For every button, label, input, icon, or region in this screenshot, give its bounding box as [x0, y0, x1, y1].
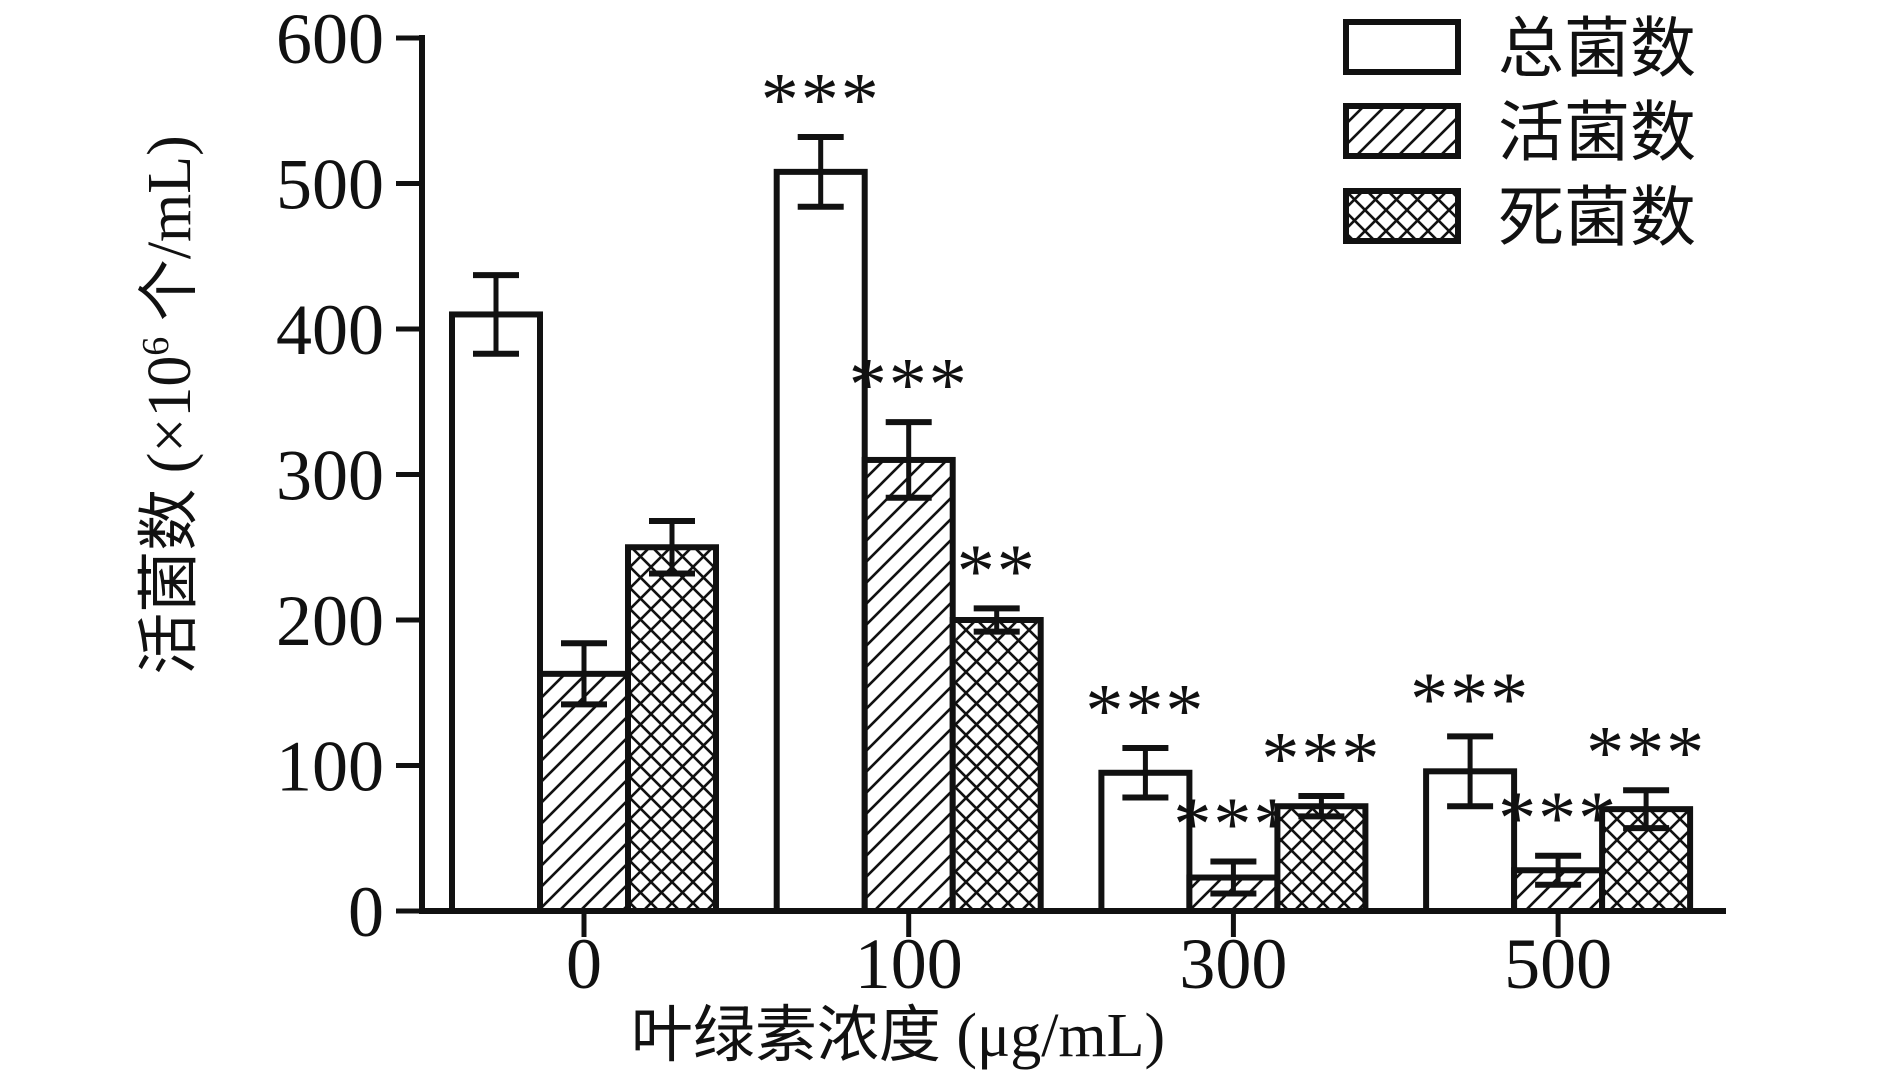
x-axis-title: 叶绿素浓度 (μg/mL)	[631, 1002, 1165, 1070]
bar-group-solid: ***	[1410, 657, 1530, 914]
bar	[861, 456, 956, 914]
y-tick-label: 100	[276, 727, 384, 807]
legend-entry: 活菌数	[1343, 97, 1696, 170]
x-tick-label: 0	[566, 924, 602, 1004]
bar	[537, 670, 631, 915]
y-tick-label: 400	[276, 290, 384, 370]
y-tick-label: 0	[348, 872, 384, 952]
legend-swatch-diagonal-hatch	[1343, 103, 1461, 159]
bar	[449, 311, 543, 914]
bar-group-crosshatch: **	[949, 529, 1044, 914]
y-axis-title-superscript: 6	[135, 337, 177, 356]
y-axis-title-suffix: 个/mL)	[136, 135, 204, 336]
significance-label: ***	[761, 58, 881, 142]
legend-entry: 总菌数	[1343, 13, 1696, 86]
x-tick-label: 100	[855, 924, 963, 1004]
bar-group-diagonal-hatch	[537, 640, 631, 915]
legend-label: 总菌数	[1498, 13, 1696, 86]
y-axis-title: 活菌数 (×106 个/mL)	[135, 135, 204, 675]
legend-entry: 死菌数	[1343, 182, 1696, 255]
bar-group-crosshatch: ***	[1261, 717, 1381, 914]
bar	[773, 168, 868, 915]
bar	[1274, 803, 1369, 914]
x-tick-label: 300	[1179, 924, 1287, 1004]
y-tick-label: 500	[276, 145, 384, 225]
significance-label: ***	[1085, 669, 1205, 753]
y-tick-label: 600	[276, 0, 384, 79]
bar	[949, 617, 1044, 914]
bar-group-crosshatch: ***	[1586, 711, 1706, 915]
y-axis-title-prefix: 活菌数 (×10	[136, 356, 204, 675]
bar-group-crosshatch	[625, 518, 719, 914]
legend-label: 活菌数	[1498, 97, 1696, 170]
x-tick-label: 500	[1504, 924, 1612, 1004]
significance-label: ***	[1410, 657, 1530, 741]
y-tick-label: 300	[276, 436, 384, 516]
legend-swatch-crosshatch	[1343, 188, 1461, 244]
significance-label: ***	[849, 343, 969, 427]
significance-label: **	[957, 529, 1037, 613]
bar-group-solid	[449, 272, 543, 914]
significance-label: ***	[1173, 783, 1293, 867]
bar-group-diagonal-hatch: ***	[849, 343, 969, 914]
significance-label: ***	[1586, 711, 1706, 795]
y-tick-label: 200	[276, 581, 384, 661]
bar-group-diagonal-hatch: ***	[1173, 783, 1293, 914]
legend-label: 死菌数	[1498, 182, 1696, 255]
legend-swatch-solid	[1343, 19, 1461, 75]
significance-label: ***	[1498, 777, 1618, 861]
bar	[625, 544, 719, 914]
significance-label: ***	[1261, 717, 1381, 801]
bar-group-solid: ***	[761, 58, 881, 915]
